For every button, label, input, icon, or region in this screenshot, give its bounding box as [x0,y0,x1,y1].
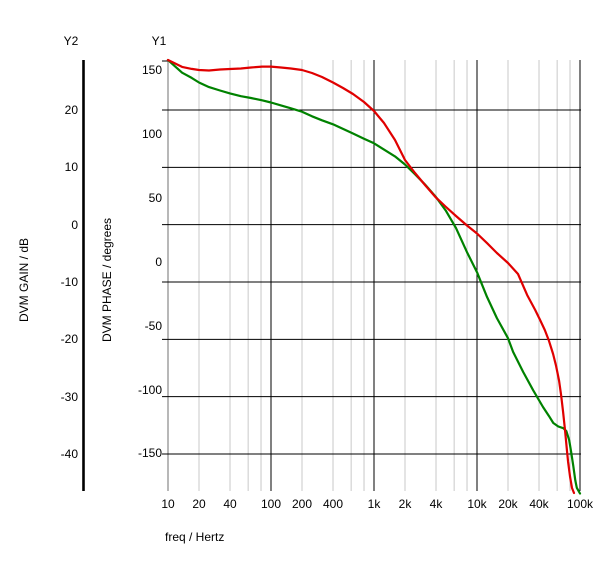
y1-tick: -50 [144,319,162,333]
grid-layer [82,60,581,491]
x-tick: 200 [291,497,313,511]
y2-tick: 0 [71,218,78,232]
y2-axis-name: Y2 [63,34,79,48]
phase-curve [166,58,576,495]
y1-tick: 50 [148,191,162,205]
y2-tick: -20 [60,332,78,346]
x-tick: 40k [529,497,549,511]
y2-tick: -10 [60,275,78,289]
x-tick: 10k [467,497,487,511]
y1-axis-name: Y1 [151,34,167,48]
x-tick: 2k [398,497,412,511]
y1-tick: 0 [155,255,162,269]
x-tick: 10 [161,497,175,511]
x-tick: 40 [223,497,237,511]
y1-tick: -100 [137,383,162,397]
y2-tick: 20 [64,103,78,117]
y1-tick: 100 [141,127,162,141]
x-tick: 1k [367,497,381,511]
x-tick: 100 [260,497,282,511]
y2-tick: -30 [60,390,78,404]
x-tick: 400 [322,497,344,511]
y2-tick: 10 [64,160,78,174]
x-tick: 20 [192,497,206,511]
y1-tick: 150 [141,63,162,77]
x-tick: 100k [566,497,594,511]
x-tick: 4k [429,497,443,511]
y2-tick: -40 [60,447,78,461]
y1-tick: -150 [137,446,162,460]
x-tick: 20k [498,497,518,511]
x-axis-title: freq / Hertz [165,530,225,544]
